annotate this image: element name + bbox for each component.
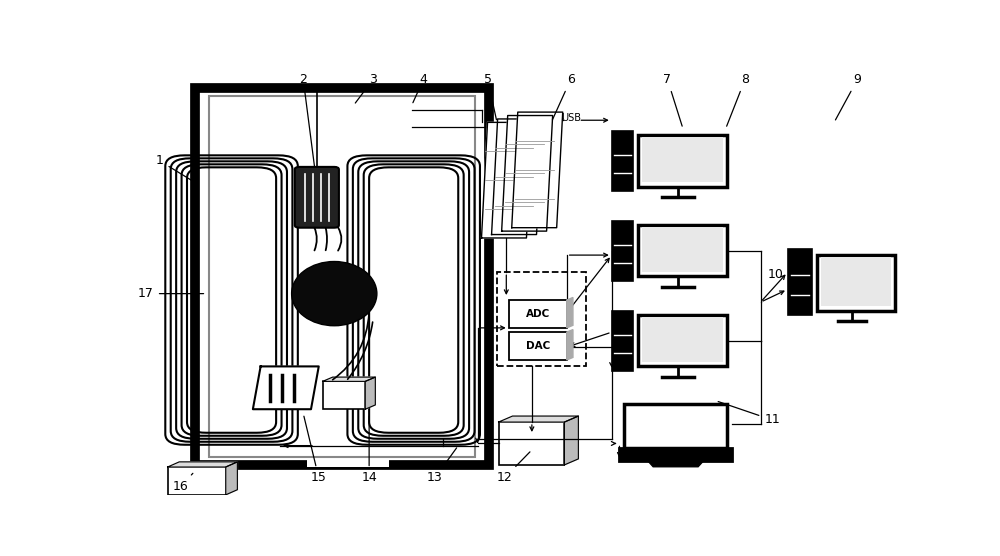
Bar xyxy=(642,317,723,362)
Bar xyxy=(497,272,586,366)
Polygon shape xyxy=(499,416,578,422)
Bar xyxy=(499,422,564,465)
Text: 16: 16 xyxy=(173,473,193,493)
Text: 5: 5 xyxy=(484,73,496,120)
Polygon shape xyxy=(492,119,543,235)
Polygon shape xyxy=(564,416,578,465)
Text: 10: 10 xyxy=(768,259,801,281)
Text: 17: 17 xyxy=(138,287,204,300)
Text: 7: 7 xyxy=(664,73,682,126)
Text: 15: 15 xyxy=(304,416,327,484)
Text: 12: 12 xyxy=(497,452,530,484)
Bar xyxy=(821,257,891,306)
Polygon shape xyxy=(567,297,573,328)
Bar xyxy=(612,311,633,371)
Text: 14: 14 xyxy=(361,416,377,484)
Text: 3: 3 xyxy=(355,73,377,103)
FancyBboxPatch shape xyxy=(295,167,339,228)
Bar xyxy=(307,459,389,467)
Polygon shape xyxy=(648,460,704,466)
Polygon shape xyxy=(502,116,553,231)
Polygon shape xyxy=(226,462,237,495)
Text: DAC: DAC xyxy=(526,341,550,351)
Bar xyxy=(612,131,633,191)
Bar xyxy=(612,221,633,281)
Text: 6: 6 xyxy=(552,73,575,120)
Bar xyxy=(509,300,567,328)
Text: 9: 9 xyxy=(835,73,861,120)
Bar xyxy=(817,255,895,311)
Bar xyxy=(323,381,365,409)
Bar xyxy=(509,332,567,360)
Bar xyxy=(642,227,723,272)
Bar xyxy=(788,249,812,315)
Bar xyxy=(195,88,489,465)
Text: 13: 13 xyxy=(427,448,457,484)
Polygon shape xyxy=(253,366,319,409)
Bar xyxy=(638,225,727,276)
Text: 2: 2 xyxy=(299,73,315,167)
Text: 1: 1 xyxy=(156,155,192,181)
Bar xyxy=(209,96,475,457)
Bar xyxy=(638,315,727,366)
Text: 8: 8 xyxy=(727,73,749,126)
Text: 4: 4 xyxy=(413,73,427,103)
Polygon shape xyxy=(323,377,375,381)
Bar xyxy=(619,448,732,460)
Polygon shape xyxy=(168,462,237,467)
Text: USB: USB xyxy=(561,113,581,123)
Polygon shape xyxy=(512,112,563,228)
Polygon shape xyxy=(365,377,375,409)
Polygon shape xyxy=(567,330,573,360)
Text: 11: 11 xyxy=(718,401,780,426)
Polygon shape xyxy=(482,122,532,238)
Bar xyxy=(624,404,727,448)
Text: ADC: ADC xyxy=(526,309,550,319)
Bar xyxy=(168,467,226,495)
Bar xyxy=(642,137,723,182)
Ellipse shape xyxy=(292,261,377,326)
Bar xyxy=(638,135,727,187)
